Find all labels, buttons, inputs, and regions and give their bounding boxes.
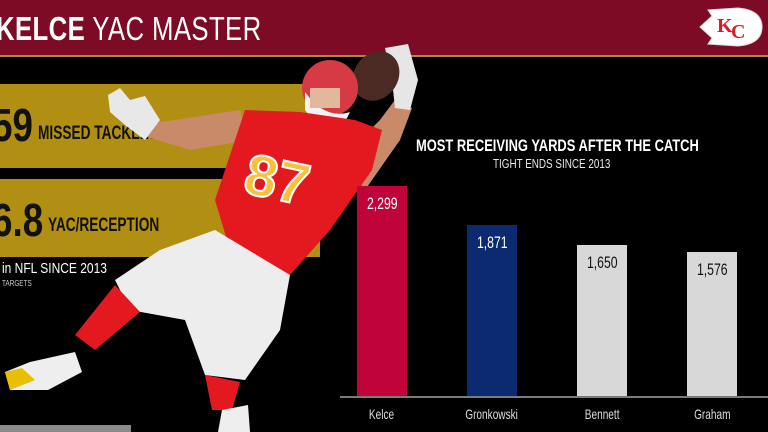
bar-kelce: 2,299 xyxy=(357,186,407,396)
footnote-rank: in NFL SINCE 2013 xyxy=(2,260,107,277)
chiefs-logo-icon: K C xyxy=(699,7,763,47)
stat-value: 59 xyxy=(0,99,33,151)
chart-subtitle: TIGHT ENDS SINCE 2013 xyxy=(493,156,611,171)
bar-value: 1,871 xyxy=(467,233,517,253)
bar-value-text: 1,576 xyxy=(696,260,728,279)
title-light: YAC MASTER xyxy=(92,10,262,47)
chart-baseline xyxy=(340,396,768,398)
stat-label: MISSED TACKLES xyxy=(38,123,158,144)
stat-value: 6.8 xyxy=(0,194,44,246)
chart-title: MOST RECEIVING YARDS AFTER THE CATCH xyxy=(416,136,699,155)
svg-text:C: C xyxy=(731,21,745,43)
grey-tab xyxy=(0,425,131,432)
page-title: KELCE YAC MASTER xyxy=(0,10,262,48)
svg-text:K: K xyxy=(717,15,733,37)
bar-value-text: 1,871 xyxy=(476,233,508,252)
bar-value: 1,576 xyxy=(687,260,737,280)
x-label-kelce: Kelce xyxy=(327,406,437,422)
bar-value: 2,299 xyxy=(357,194,407,214)
x-label-text: Kelce xyxy=(369,406,395,422)
header-banner: KELCE YAC MASTER K C xyxy=(0,0,768,57)
x-label-text: Bennett xyxy=(584,406,620,422)
bar-graham: 1,576 xyxy=(687,252,737,396)
footnote-targets: TARGETS xyxy=(2,279,32,288)
x-label-bennett: Bennett xyxy=(547,406,657,422)
stat-label: YAC/RECEPTION xyxy=(48,215,160,236)
svg-text:87: 87 xyxy=(239,141,316,218)
bar-gronkowski: 1,871 xyxy=(467,225,517,396)
title-bold: KELCE xyxy=(0,10,86,47)
bar-value-text: 1,650 xyxy=(586,253,618,272)
player-image: 87 xyxy=(5,44,418,432)
x-label-gronkowski: Gronkowski xyxy=(437,406,547,422)
x-label-text: Graham xyxy=(693,406,731,422)
x-label-graham: Graham xyxy=(657,406,767,422)
bar-bennett: 1,650 xyxy=(577,245,627,396)
x-label-text: Gronkowski xyxy=(465,406,519,422)
bar-value-text: 2,299 xyxy=(366,194,398,213)
bar-value: 1,650 xyxy=(577,253,627,273)
